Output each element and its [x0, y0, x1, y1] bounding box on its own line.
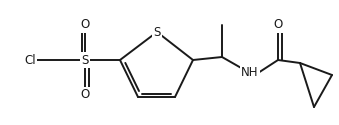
Text: Cl: Cl: [24, 54, 36, 66]
Text: NH: NH: [241, 66, 259, 80]
Text: S: S: [81, 54, 89, 66]
Text: O: O: [80, 88, 89, 102]
Text: O: O: [273, 18, 283, 32]
Text: S: S: [153, 26, 161, 38]
Text: O: O: [80, 18, 89, 32]
